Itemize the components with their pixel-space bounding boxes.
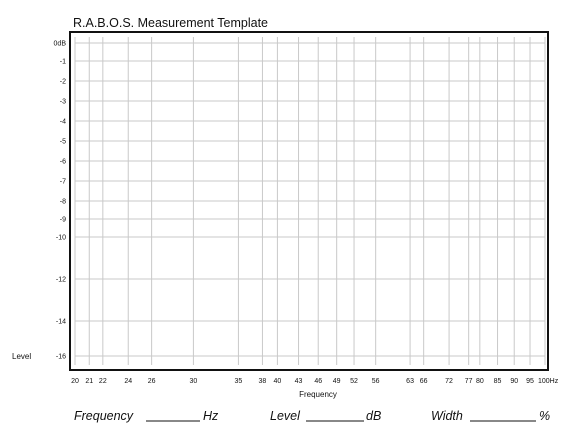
x-tick-labels: 20 21 22 24 26 30 35 38 40 43 46 49 52 56 63 66 72 77 80 85… — [71, 378, 559, 385]
y-tick-label: -8 — [60, 199, 66, 206]
y-tick-label: -3 — [60, 99, 66, 106]
x-tick-label: 80 — [476, 378, 484, 385]
x-tick-label: 24 — [124, 378, 132, 385]
width-field-label: Width — [431, 409, 463, 423]
x-tick-label: 30 — [190, 378, 198, 385]
y-tick-label: -1 — [60, 59, 66, 66]
x-tick-label: 38 — [259, 378, 267, 385]
footer-fields: Frequency Hz Level dB Width % — [74, 409, 550, 423]
frequency-field-label: Frequency — [74, 409, 134, 423]
x-tick-label: 100Hz — [538, 378, 559, 385]
level-field-label: Level — [270, 409, 301, 423]
plot-frame — [69, 31, 549, 371]
x-tick-label: 90 — [510, 378, 518, 385]
x-tick-label: 52 — [350, 378, 358, 385]
x-tick-label: 66 — [420, 378, 428, 385]
y-tick-label: -6 — [60, 159, 66, 166]
x-tick-label: 26 — [148, 378, 156, 385]
y-tick-labels: 0dB -1 -2 -3 -4 -5 -6 -7 -8 -9 -10 -12 -14 -16 — [54, 41, 67, 361]
x-tick-label: 21 — [85, 378, 93, 385]
grid-lines — [74, 37, 546, 365]
x-tick-label: 95 — [526, 378, 534, 385]
y-tick-label: 0dB — [54, 41, 67, 48]
x-tick-label: 20 — [71, 378, 79, 385]
y-tick-label: -4 — [60, 119, 66, 126]
x-tick-label: 35 — [235, 378, 243, 385]
y-tick-label: -7 — [60, 179, 66, 186]
x-tick-label: 46 — [314, 378, 322, 385]
x-tick-label: 49 — [333, 378, 341, 385]
x-tick-label: 43 — [295, 378, 303, 385]
frequency-field-unit: Hz — [203, 409, 219, 423]
x-tick-label: 85 — [494, 378, 502, 385]
chart-title: R.A.B.O.S. Measurement Template — [73, 16, 268, 30]
width-field-unit: % — [539, 409, 550, 423]
x-tick-label: 72 — [445, 378, 453, 385]
y-tick-label: -16 — [56, 354, 66, 361]
x-tick-label: 77 — [465, 378, 473, 385]
x-axis-label: Frequency — [299, 390, 337, 399]
x-tick-label: 56 — [372, 378, 380, 385]
y-tick-label: -14 — [56, 319, 66, 326]
x-tick-label: 22 — [99, 378, 107, 385]
y-tick-label: -9 — [60, 217, 66, 224]
x-tick-label: 63 — [406, 378, 414, 385]
level-field-unit: dB — [366, 409, 381, 423]
y-tick-label: -2 — [60, 79, 66, 86]
y-tick-label: -12 — [56, 277, 66, 284]
y-axis-label: Level — [12, 352, 31, 361]
x-tick-label: 40 — [274, 378, 282, 385]
y-tick-label: -5 — [60, 139, 66, 146]
y-tick-label: -10 — [56, 235, 66, 242]
